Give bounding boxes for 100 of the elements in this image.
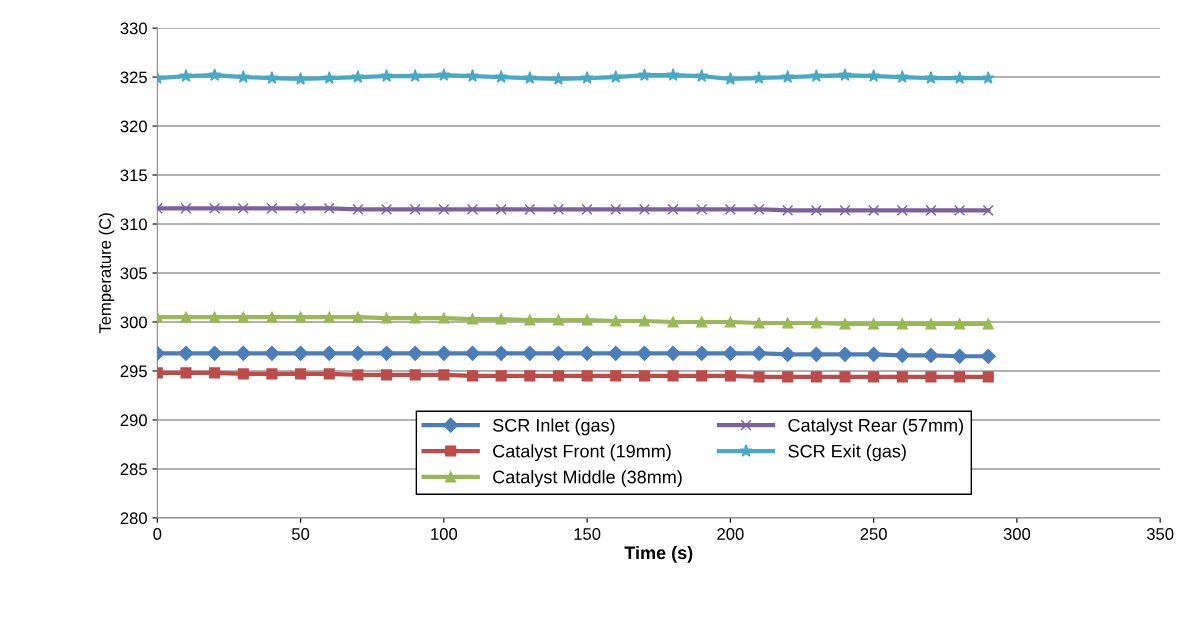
point [753, 371, 765, 383]
point [523, 71, 537, 84]
point [550, 345, 567, 361]
point [839, 371, 851, 383]
point [293, 72, 308, 85]
point [180, 367, 192, 379]
point [723, 72, 738, 85]
y-tick-label: 320 [120, 120, 147, 133]
point [782, 204, 794, 216]
point [868, 371, 880, 383]
x-tick-label: 350 [1146, 528, 1174, 540]
point [810, 204, 822, 216]
point [952, 348, 968, 364]
point [808, 346, 824, 362]
x-tick-label: 100 [431, 528, 458, 540]
x-tick-label: 0 [153, 528, 162, 540]
y-tick-label: 300 [120, 316, 147, 329]
point [179, 69, 193, 82]
point [237, 311, 249, 323]
point [178, 345, 194, 361]
point [636, 345, 652, 361]
point [638, 203, 650, 215]
point [837, 346, 853, 362]
x-tick-label: 50 [291, 528, 310, 540]
point [438, 369, 450, 381]
point [954, 204, 966, 216]
point [839, 204, 851, 216]
point [638, 370, 650, 382]
point [579, 345, 595, 361]
point [495, 370, 507, 382]
point [350, 345, 366, 361]
point [209, 311, 221, 323]
point [207, 345, 223, 361]
point [581, 203, 593, 215]
point [724, 203, 736, 215]
point [495, 203, 507, 215]
y-tick-label: 295 [120, 365, 147, 378]
point [295, 202, 307, 214]
point [608, 345, 624, 361]
point [925, 204, 937, 216]
point [352, 369, 364, 381]
y-tick-label: 305 [120, 267, 147, 280]
point [581, 314, 593, 326]
point [952, 71, 967, 84]
point [378, 345, 395, 361]
point [409, 312, 421, 324]
point [782, 371, 794, 383]
point [466, 203, 479, 215]
point [724, 316, 736, 328]
point [610, 315, 622, 327]
point [667, 203, 679, 215]
point [522, 345, 538, 361]
point [665, 345, 681, 361]
point [351, 70, 365, 83]
point [295, 368, 307, 380]
y-tick-label: 290 [120, 414, 147, 427]
point [637, 68, 652, 81]
point [980, 348, 996, 364]
y-tick-label: 330 [120, 22, 147, 35]
point [438, 312, 450, 324]
point [609, 70, 623, 83]
point [925, 318, 937, 330]
legend-label: Catalyst Rear (57mm) [788, 418, 963, 436]
point [667, 370, 679, 382]
point [838, 68, 852, 81]
point [380, 203, 393, 215]
point [753, 317, 765, 329]
point [895, 70, 909, 83]
point [782, 317, 794, 329]
point [265, 71, 279, 84]
point [321, 345, 337, 361]
y-axis-title: Temperature (C) [98, 213, 115, 334]
x-tick-label: 150 [574, 528, 601, 540]
point [896, 371, 908, 383]
y-tick-label: 325 [120, 71, 147, 84]
point [894, 347, 910, 363]
point [524, 370, 536, 382]
point [524, 314, 536, 326]
point [981, 71, 995, 84]
point [323, 368, 335, 380]
point [982, 371, 994, 383]
point [896, 204, 908, 216]
point [466, 313, 479, 325]
point [464, 345, 481, 361]
point [982, 204, 994, 216]
point [868, 318, 880, 330]
point [235, 345, 251, 361]
point [695, 69, 709, 82]
point [437, 68, 451, 81]
point [180, 311, 192, 323]
point [379, 69, 394, 82]
point [866, 346, 882, 362]
point [923, 347, 939, 363]
point [237, 202, 249, 214]
point [924, 71, 938, 84]
point [352, 203, 364, 215]
point [380, 369, 393, 381]
y-tick-label: 310 [120, 218, 147, 231]
point [494, 70, 508, 83]
point [438, 203, 450, 215]
